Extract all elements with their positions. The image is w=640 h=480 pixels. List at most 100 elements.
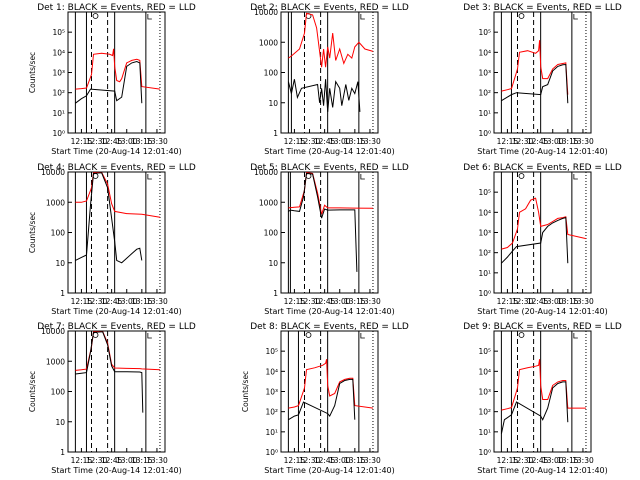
y-tick-label: 10⁰ xyxy=(265,448,278,457)
x-tick-label: 13:15 xyxy=(131,456,153,465)
x-tick-label: 13:00 xyxy=(542,297,564,306)
y-tick-label: 10000 xyxy=(41,327,65,336)
y-tick-label: 10³ xyxy=(52,69,65,78)
series-black-events xyxy=(75,331,144,413)
x-tick-label: 13:30 xyxy=(146,137,168,146)
x-tick-label: 12:15 xyxy=(497,456,519,465)
panel-title: Det 1: BLACK = Events, RED = LLD xyxy=(37,3,196,13)
y-tick-label: 10⁴ xyxy=(52,48,65,57)
y-tick-label: 10⁰ xyxy=(478,448,491,457)
panel-det-6: Det 6: BLACK = Events, RED = LLD 10⁰ 10¹ 10… xyxy=(463,163,622,316)
y-tick-label: 10¹ xyxy=(52,109,65,118)
y-tick-label: 10000 xyxy=(41,168,65,177)
marker-bracket xyxy=(360,174,365,180)
marker-bracket xyxy=(360,14,365,20)
x-tick-label: 13:00 xyxy=(329,297,351,306)
x-tick-label: 13:15 xyxy=(557,456,579,465)
y-tick-label: 10² xyxy=(265,408,278,417)
x-tick-label: 13:15 xyxy=(131,297,153,306)
x-tick-label: 13:15 xyxy=(131,137,153,146)
y-axis-label: Counts/sec xyxy=(28,52,37,93)
y-axis-label: Counts/sec xyxy=(241,371,250,412)
x-tick-label: 12:45 xyxy=(101,456,123,465)
marker-circle xyxy=(518,173,525,179)
x-axis-label: Start Time (20-Aug-14 12:01:40) xyxy=(51,147,182,156)
series-black-events xyxy=(75,172,143,264)
panel-title: Det 4: BLACK = Events, RED = LLD xyxy=(37,163,196,173)
series-red-lld xyxy=(288,12,374,68)
x-tick-label: 12:30 xyxy=(512,456,534,465)
plot-frame xyxy=(493,11,592,134)
x-tick-label: 12:15 xyxy=(497,297,519,306)
y-tick-label: 10⁴ xyxy=(265,367,278,376)
marker-bracket xyxy=(573,174,578,180)
series-black-events xyxy=(501,216,569,264)
y-tick-label: 10¹ xyxy=(478,109,491,118)
panel-title: Det 2: BLACK = Events, RED = LLD xyxy=(250,3,409,13)
y-tick-label: 1000 xyxy=(259,38,278,47)
series-red-lld xyxy=(75,331,161,371)
y-tick-label: 10² xyxy=(478,89,491,98)
x-tick-label: 12:15 xyxy=(284,456,306,465)
x-axis-label: Start Time (20-Aug-14 12:01:40) xyxy=(477,307,608,316)
x-tick-label: 12:45 xyxy=(527,297,549,306)
x-axis-label: Start Time (20-Aug-14 12:01:40) xyxy=(264,466,395,475)
y-tick-label: 10⁴ xyxy=(478,48,491,57)
plot-frame xyxy=(67,171,166,294)
x-axis-label: Start Time (20-Aug-14 12:01:40) xyxy=(51,307,182,316)
y-tick-label: 10⁵ xyxy=(478,347,491,356)
x-tick-label: 12:15 xyxy=(71,137,93,146)
panel-det-2: Det 2: BLACK = Events, RED = LLD 1 10 100 10… xyxy=(250,3,409,156)
x-tick-label: 13:15 xyxy=(344,137,366,146)
plot-frame xyxy=(67,11,166,134)
y-tick-label: 1000 xyxy=(46,357,65,366)
x-tick-label: 13:30 xyxy=(572,137,594,146)
x-tick-label: 12:30 xyxy=(512,297,534,306)
series-black-events xyxy=(288,172,358,272)
x-tick-label: 13:15 xyxy=(557,137,579,146)
x-tick-label: 13:00 xyxy=(116,137,138,146)
series-red-lld xyxy=(501,197,587,250)
marker-circle xyxy=(518,13,525,19)
y-tick-label: 10⁰ xyxy=(478,129,491,138)
x-tick-label: 12:30 xyxy=(86,137,108,146)
series-red-lld xyxy=(288,172,374,215)
x-tick-label: 13:30 xyxy=(572,456,594,465)
x-tick-label: 13:30 xyxy=(359,456,381,465)
y-axis-label: Counts/sec xyxy=(28,371,37,412)
y-tick-label: 10⁴ xyxy=(478,208,491,217)
y-tick-label: 10 xyxy=(268,99,278,108)
panel-det-5: Det 5: BLACK = Events, RED = LLD 1 10 100 10… xyxy=(250,163,409,316)
marker-bracket xyxy=(360,333,365,339)
x-tick-label: 13:00 xyxy=(329,456,351,465)
x-axis-label: Start Time (20-Aug-14 12:01:40) xyxy=(264,307,395,316)
series-red-lld xyxy=(288,359,374,409)
series-red-lld xyxy=(75,172,161,218)
x-tick-label: 13:30 xyxy=(359,137,381,146)
x-tick-label: 12:15 xyxy=(284,137,306,146)
panel-det-3: Det 3: BLACK = Events, RED = LLD 10⁰ 10¹ 10… xyxy=(463,3,622,156)
y-tick-label: 100 xyxy=(51,388,66,397)
marker-bracket xyxy=(147,14,152,20)
panel-title: Det 8: BLACK = Events, RED = LLD xyxy=(250,322,409,332)
x-tick-label: 12:30 xyxy=(299,456,321,465)
y-tick-label: 1 xyxy=(273,289,278,298)
panel-det-4: Det 4: BLACK = Events, RED = LLD 1 10 100 10… xyxy=(28,163,196,316)
x-tick-label: 13:15 xyxy=(344,297,366,306)
x-tick-label: 12:45 xyxy=(101,137,123,146)
y-tick-label: 10² xyxy=(478,249,491,258)
x-tick-label: 12:45 xyxy=(314,456,336,465)
marker-circle xyxy=(305,332,312,338)
y-tick-label: 100 xyxy=(51,229,66,238)
y-tick-label: 10⁰ xyxy=(52,129,65,138)
x-tick-label: 12:15 xyxy=(497,137,519,146)
y-tick-label: 10¹ xyxy=(478,269,491,278)
plot-frame xyxy=(280,11,379,134)
panel-title: Det 6: BLACK = Events, RED = LLD xyxy=(463,163,622,173)
x-tick-label: 13:30 xyxy=(572,297,594,306)
y-tick-label: 10000 xyxy=(254,168,278,177)
y-tick-label: 100 xyxy=(264,229,279,238)
x-tick-label: 12:30 xyxy=(86,456,108,465)
y-tick-label: 10000 xyxy=(254,8,278,17)
series-red-lld xyxy=(501,359,586,411)
